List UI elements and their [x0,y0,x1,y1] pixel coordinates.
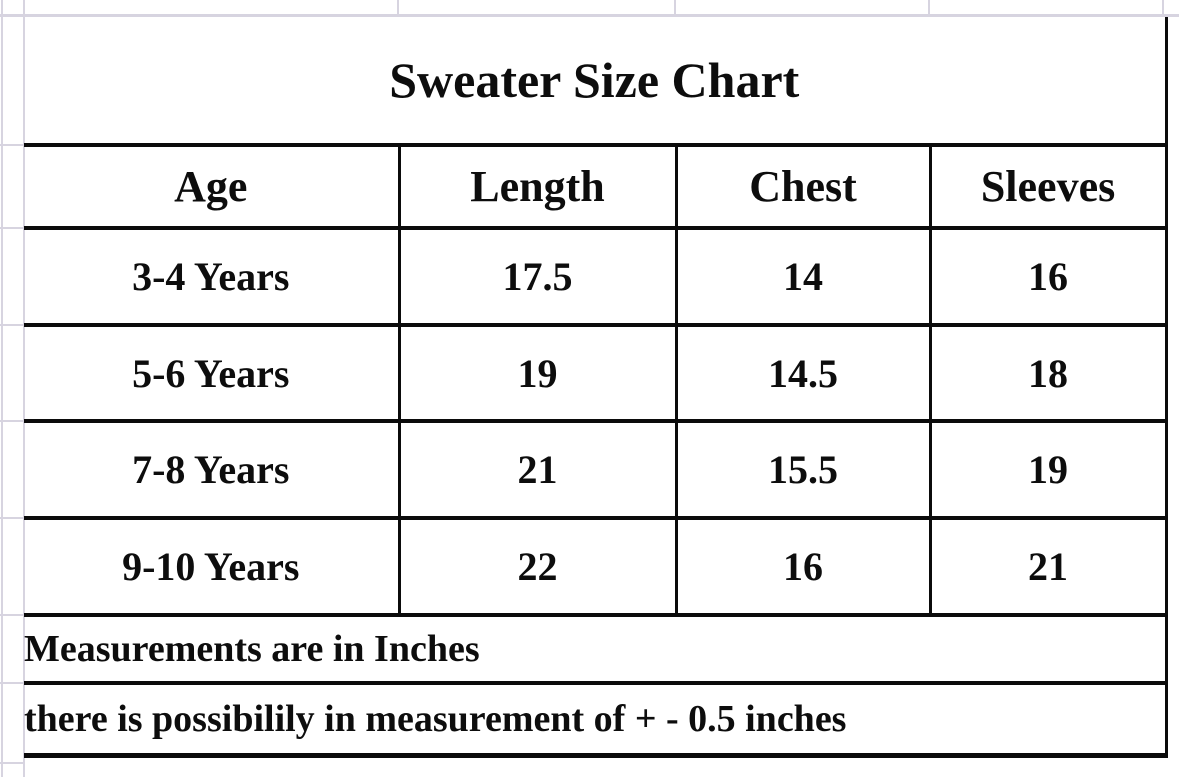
length-cell: 21 [397,421,676,520]
table-header-row: Age Length Chest Sleeves [24,145,1168,230]
sleeves-cell: 18 [928,325,1168,423]
length-cell: 17.5 [397,228,676,327]
table-title-row: Sweater Size Chart [24,17,1168,147]
table-note-row: there is possibilily in measurement of +… [24,683,1168,758]
header-cell-chest: Chest [674,145,930,230]
table-note-row: Measurements are in Inches [24,615,1168,685]
grid-line-vertical [674,0,676,17]
chest-cell: 14 [674,228,930,327]
age-cell: 9-10 Years [24,518,399,617]
grid-line-horizontal [0,682,23,684]
grid-line-horizontal [0,14,1179,17]
length-cell: 19 [397,325,676,423]
units-note: Measurements are in Inches [24,615,1168,685]
table-row: 9-10 Years 22 16 21 [24,518,1168,617]
chest-cell: 16 [674,518,930,617]
grid-line-vertical [928,0,930,17]
grid-line-horizontal [0,762,23,764]
header-cell-age: Age [24,145,399,230]
age-cell: 7-8 Years [24,421,399,520]
header-cell-length: Length [397,145,676,230]
size-chart-table: Sweater Size Chart Age Length Chest Slee… [24,17,1168,758]
sleeves-cell: 21 [928,518,1168,617]
grid-line-vertical [397,0,399,17]
header-cell-sleeves: Sleeves [928,145,1168,230]
table-row: 3-4 Years 17.5 14 16 [24,228,1168,327]
grid-line-vertical [1162,0,1164,17]
age-cell: 3-4 Years [24,228,399,327]
grid-line-horizontal [0,420,23,422]
grid-line-horizontal [0,517,23,519]
chest-cell: 15.5 [674,421,930,520]
sleeves-cell: 16 [928,228,1168,327]
grid-line-vertical [1,0,3,777]
table-row: 7-8 Years 21 15.5 19 [24,421,1168,520]
table-title: Sweater Size Chart [24,17,1168,147]
tolerance-note: there is possibilily in measurement of +… [24,683,1168,758]
grid-line-horizontal [0,144,23,146]
table-row: 5-6 Years 19 14.5 18 [24,325,1168,423]
sleeves-cell: 19 [928,421,1168,520]
grid-line-horizontal [0,614,23,616]
grid-line-horizontal [0,324,23,326]
grid-line-horizontal [0,227,23,229]
length-cell: 22 [397,518,676,617]
chest-cell: 14.5 [674,325,930,423]
age-cell: 5-6 Years [24,325,399,423]
